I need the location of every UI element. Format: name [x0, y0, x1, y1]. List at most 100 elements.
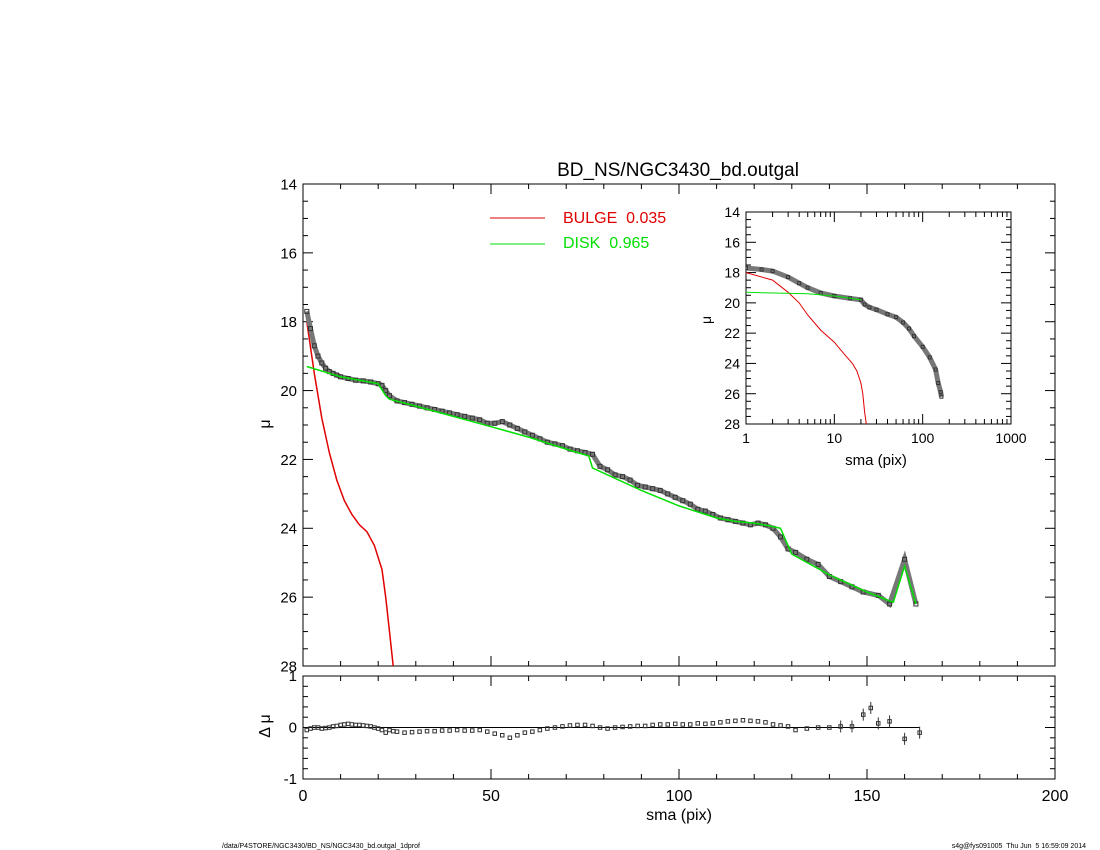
- observed-point: [612, 472, 618, 478]
- inset-xtick-label: 10: [827, 430, 843, 446]
- residual-point: [402, 730, 407, 735]
- observed-point: [793, 549, 799, 555]
- inset-ytick-label: 24: [724, 355, 740, 371]
- residual-point: [360, 723, 366, 728]
- inset-observed-point: [770, 269, 775, 274]
- residual-point: [507, 735, 513, 740]
- legend: BULGE 0.035 DISK 0.965: [490, 210, 666, 252]
- observed-point: [507, 422, 513, 428]
- residual-point: [485, 729, 490, 734]
- residual-xtick-label: 150: [854, 788, 881, 805]
- inset-observed-point: [933, 367, 938, 372]
- main-ytick-label: 20: [280, 383, 297, 400]
- residual-point: [537, 727, 543, 733]
- inset-bulge-model-line: [746, 272, 867, 424]
- inset-x-axis-label: sma (pix): [845, 452, 907, 469]
- observed-point: [687, 501, 693, 507]
- observed-point: [469, 415, 475, 421]
- observed-point: [605, 467, 611, 473]
- residual-y-axis-label: Δ μ: [257, 714, 274, 737]
- inset-observed-point: [894, 315, 899, 320]
- residual-point: [462, 728, 467, 733]
- observed-point: [319, 360, 325, 366]
- residual-point: [902, 736, 907, 742]
- residual-point: [560, 724, 565, 729]
- observed-point: [642, 484, 648, 490]
- residual-point: [383, 730, 388, 735]
- footer-user-timestamp: s4g@fys091005 Thu Jun 5 16:59:09 2014: [952, 843, 1086, 850]
- footer-file-path: /data/P4STORE/NGC3430/BD_NS/NGC3430_bd.o…: [222, 843, 420, 850]
- inset-observed-point: [862, 302, 867, 307]
- residual-point: [725, 719, 731, 724]
- residual-point: [793, 727, 798, 733]
- observed-point: [740, 520, 746, 526]
- inset-ytick-label: 16: [724, 234, 740, 250]
- main-ytick-label: 22: [280, 452, 297, 469]
- observed-point: [665, 491, 671, 497]
- observed-point: [514, 425, 520, 431]
- residual-point: [567, 723, 573, 728]
- legend-disk-label: DISK 0.965: [563, 235, 649, 252]
- observed-point: [387, 393, 392, 399]
- inset-ytick-label: 28: [724, 416, 740, 432]
- observed-point: [672, 494, 678, 500]
- residual-point: [620, 724, 625, 730]
- residual-point: [658, 722, 663, 727]
- residual-point: [642, 723, 648, 729]
- main-ytick-label: 18: [280, 314, 297, 331]
- main-ytick-label: 28: [280, 658, 297, 675]
- observed-point: [657, 487, 663, 493]
- inset-observed-point: [920, 344, 925, 349]
- observed-point: [590, 451, 595, 457]
- residual-point: [718, 720, 723, 725]
- residual-point: [733, 718, 738, 724]
- residual-point: [665, 722, 670, 727]
- residual-point: [673, 721, 678, 727]
- residual-point: [357, 722, 362, 728]
- observed-point: [650, 486, 656, 492]
- residual-point: [861, 712, 866, 717]
- observed-point: [597, 463, 603, 469]
- inset-ytick-label: 22: [724, 325, 740, 341]
- residual-point: [522, 730, 528, 735]
- inset-observed-point: [907, 326, 911, 331]
- bulge-model-line: [306, 321, 394, 666]
- observed-point: [680, 498, 686, 504]
- residual-x-axis-label: sma (pix): [646, 807, 712, 824]
- main-ytick-label: 16: [280, 245, 297, 262]
- residual-point: [778, 723, 783, 728]
- observed-point: [315, 353, 321, 359]
- inset-observed-point: [867, 305, 872, 310]
- residual-point: [627, 724, 633, 729]
- observed-point: [477, 417, 483, 423]
- residual-point: [323, 725, 328, 731]
- inset-y-axis-label: μ: [698, 316, 714, 324]
- residual-point: [353, 722, 358, 728]
- inset-observed-point: [927, 355, 932, 360]
- residual-point: [379, 727, 385, 733]
- residual-point: [710, 721, 716, 726]
- observed-point: [492, 420, 498, 426]
- residual-point: [785, 724, 791, 729]
- residual-point: [612, 725, 618, 730]
- residual-ytick-label: 0: [289, 720, 297, 737]
- main-ytick-label: 24: [280, 521, 297, 538]
- residual-point: [338, 722, 343, 728]
- residual-point: [387, 727, 392, 733]
- inset-ytick-label: 26: [724, 386, 740, 402]
- residual-point: [876, 721, 881, 726]
- observed-point: [702, 508, 708, 514]
- residual-point: [597, 725, 603, 730]
- residual-point: [545, 726, 550, 731]
- inset-xtick-label: 1: [742, 430, 750, 446]
- inset-observed-point: [797, 281, 802, 286]
- chart-title: BD_NS/NGC3430_bd.outgal: [557, 160, 799, 181]
- inset-xtick-label: 1000: [995, 430, 1026, 446]
- inset-ytick-label: 20: [724, 295, 740, 311]
- residual-point: [552, 725, 558, 730]
- residual-point: [763, 720, 768, 725]
- residual-point: [454, 727, 460, 733]
- residual-point: [804, 726, 810, 731]
- observed-point: [620, 474, 626, 480]
